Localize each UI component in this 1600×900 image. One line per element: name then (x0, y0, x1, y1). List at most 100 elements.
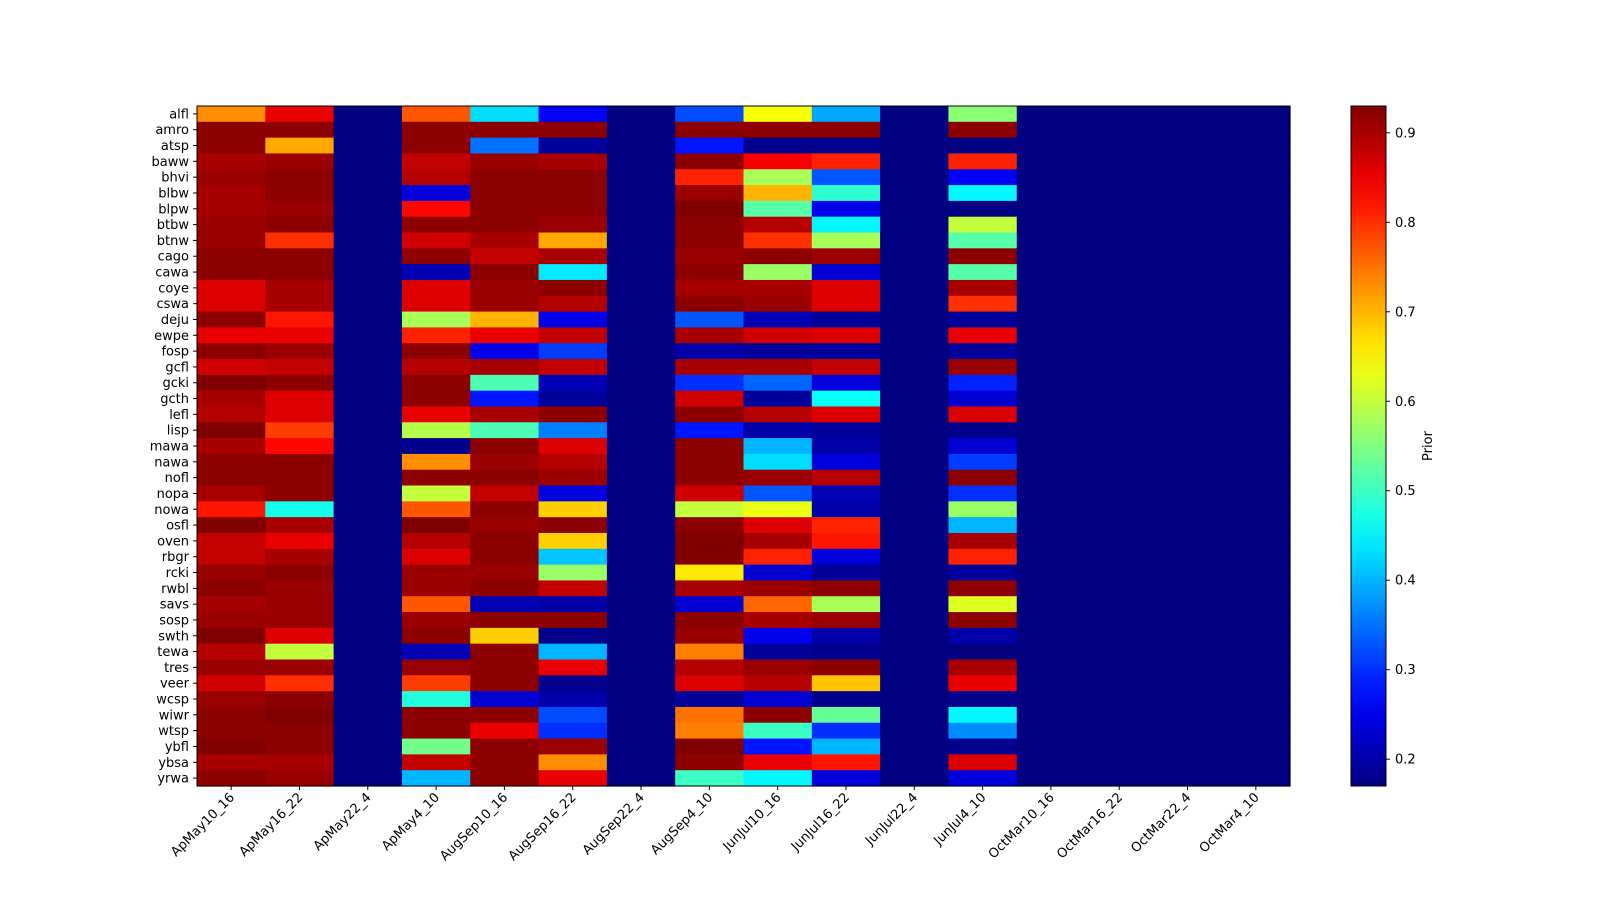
heatmap-cell (675, 548, 745, 566)
heatmap-cell (401, 706, 471, 724)
heatmap-cell (1016, 169, 1086, 186)
heatmap-cell (948, 532, 1018, 550)
heatmap-cell (265, 390, 335, 408)
heatmap-cell (401, 453, 471, 471)
heatmap-cell (675, 185, 745, 202)
heatmap-cell (1153, 643, 1223, 661)
column-tick-label: ApMay10_16 (168, 790, 238, 860)
heatmap-cell (401, 106, 471, 123)
heatmap-cell (265, 564, 335, 582)
heatmap-cell (1085, 627, 1154, 645)
heatmap-cell (880, 169, 950, 186)
heatmap-cell (880, 643, 950, 661)
heatmap-cell (811, 106, 881, 123)
heatmap-cell (811, 469, 881, 487)
heatmap-cell (1085, 422, 1154, 439)
heatmap-cell (743, 390, 813, 408)
heatmap-cell (333, 374, 403, 392)
heatmap-cell (948, 359, 1018, 376)
heatmap-cells (197, 106, 1291, 787)
heatmap-cell (197, 216, 266, 234)
heatmap-cell (880, 359, 950, 376)
heatmap-cell (1221, 532, 1291, 550)
heatmap-cell (333, 169, 403, 186)
heatmap-cell (470, 501, 540, 518)
row-tick-label: ewpe (154, 329, 189, 344)
heatmap-cell (1016, 153, 1086, 170)
row-tick-label: ybsa (158, 756, 189, 771)
heatmap-cell (401, 422, 471, 439)
heatmap-cell (1221, 722, 1291, 740)
heatmap-cell (1016, 453, 1086, 471)
heatmap-cell (1153, 343, 1223, 360)
heatmap-cell (675, 390, 745, 408)
heatmap-cell (333, 469, 403, 487)
heatmap-cell (743, 770, 813, 787)
heatmap-cell (1221, 169, 1291, 186)
heatmap-cell (470, 706, 540, 724)
heatmap-cell (1153, 279, 1223, 297)
heatmap-cell (606, 121, 676, 139)
heatmap-cell (538, 627, 608, 645)
heatmap-cell (401, 564, 471, 582)
heatmap-cell (470, 232, 540, 249)
heatmap-cell (880, 390, 950, 408)
heatmap-cell (606, 343, 676, 360)
heatmap-cell (606, 200, 676, 218)
heatmap-cell (811, 706, 881, 724)
heatmap-cell (197, 643, 266, 661)
row-tick-label: bhvi (161, 171, 189, 186)
heatmap-cell (538, 374, 608, 392)
row-tick-label: mawa (150, 440, 189, 455)
heatmap-cell (333, 596, 403, 613)
heatmap-cell (675, 675, 745, 692)
heatmap-cell (1221, 627, 1291, 645)
row-tick-label: nowa (154, 503, 189, 518)
heatmap-cell (1085, 153, 1154, 170)
heatmap-cell (401, 121, 471, 139)
heatmap-cell (811, 770, 881, 787)
heatmap-cell (1016, 722, 1086, 740)
heatmap-cell (948, 311, 1018, 328)
heatmap-cell (197, 770, 266, 787)
heatmap-cell (1016, 659, 1086, 676)
heatmap-cell (1153, 580, 1223, 597)
heatmap-cell (1153, 532, 1223, 550)
heatmap-cell (743, 311, 813, 328)
heatmap-cell (1153, 691, 1223, 708)
heatmap-cell (811, 612, 881, 629)
heatmap-cell (606, 106, 676, 123)
heatmap-cell (1016, 596, 1086, 613)
heatmap-cell (948, 169, 1018, 186)
heatmap-cell (197, 612, 266, 629)
heatmap-cell (1085, 169, 1154, 186)
heatmap-cell (401, 485, 471, 502)
row-tick-label: yrwa (157, 772, 189, 787)
heatmap-cell (1016, 295, 1086, 313)
heatmap-cell (948, 106, 1018, 123)
heatmap-cell (606, 248, 676, 265)
heatmap-cell (1016, 564, 1086, 582)
heatmap-cell (743, 374, 813, 392)
heatmap-cell (948, 501, 1018, 518)
heatmap-cell (606, 722, 676, 740)
heatmap-cell (333, 327, 403, 344)
heatmap-cell (1153, 659, 1223, 676)
heatmap-cell (538, 501, 608, 518)
row-tick-label: rwbl (161, 582, 189, 597)
heatmap-cell (675, 422, 745, 439)
heatmap-cell (606, 327, 676, 344)
heatmap-cell (606, 453, 676, 471)
heatmap-cell (606, 216, 676, 234)
heatmap-cell (1016, 580, 1086, 597)
heatmap-cell (470, 153, 540, 170)
heatmap-cell (1016, 517, 1086, 534)
heatmap-cell (1153, 232, 1223, 249)
heatmap-cell (197, 390, 266, 408)
heatmap-cell (1085, 501, 1154, 518)
heatmap-cell (743, 627, 813, 645)
heatmap-cell (401, 501, 471, 518)
heatmap-cell (265, 121, 335, 139)
heatmap-cell (1016, 121, 1086, 139)
heatmap-cell (538, 706, 608, 724)
